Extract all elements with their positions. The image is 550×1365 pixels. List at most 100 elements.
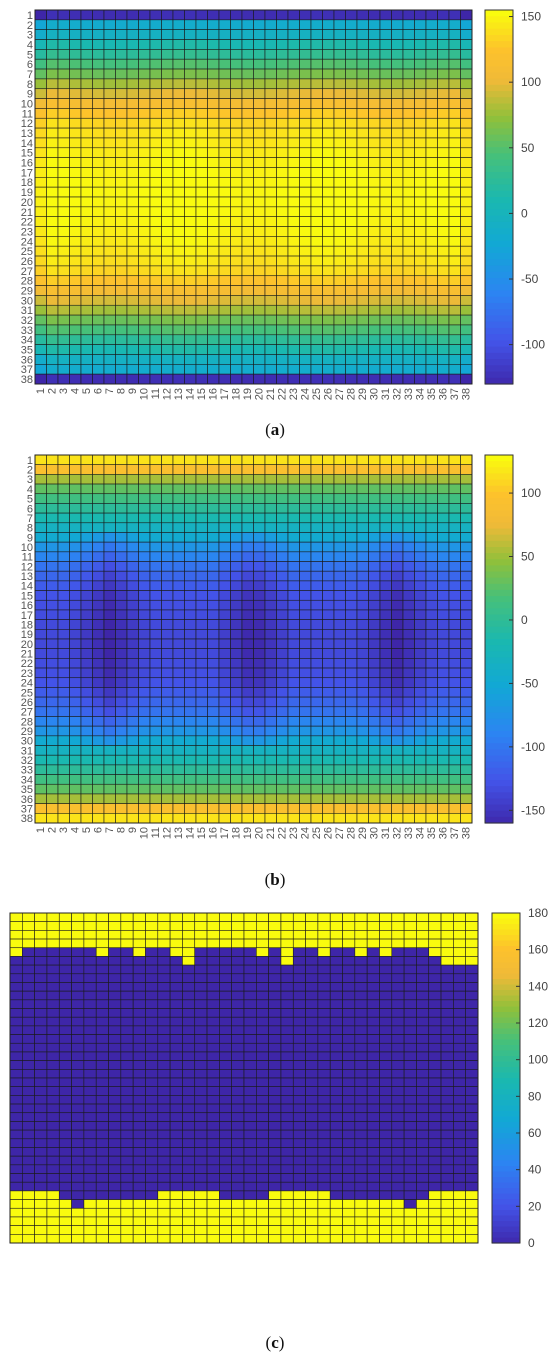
heatmap-cell — [425, 127, 438, 139]
colorbar-segment — [492, 1067, 520, 1074]
heatmap-cell — [292, 912, 306, 922]
heatmap-cell — [414, 629, 427, 640]
heatmap-cell — [391, 667, 404, 679]
heatmap-cell — [425, 226, 438, 237]
heatmap-cell — [126, 464, 139, 475]
heatmap-cell — [34, 245, 47, 257]
heatmap-cell — [356, 186, 369, 198]
heatmap-cell — [460, 570, 473, 582]
heatmap-cell — [402, 9, 415, 21]
heatmap-cell — [115, 696, 128, 708]
heatmap-cell — [57, 716, 70, 727]
heatmap-cell — [322, 68, 335, 80]
heatmap-cell — [241, 580, 254, 591]
heatmap-cell — [310, 754, 323, 766]
heatmap-cell — [317, 973, 331, 983]
heatmap-cell — [453, 1138, 466, 1148]
heatmap-cell — [425, 745, 438, 756]
heatmap-cell — [465, 1138, 479, 1148]
heatmap-cell — [437, 39, 450, 50]
heatmap-cell — [402, 108, 415, 119]
heatmap-cell — [299, 754, 312, 766]
heatmap-cell — [46, 295, 59, 306]
heatmap-cell — [276, 226, 289, 237]
x-tick-label: 15 — [196, 388, 208, 400]
heatmap-cell — [157, 1173, 171, 1183]
heatmap-cell — [138, 226, 151, 237]
y-tick-label: 23 — [21, 226, 33, 238]
heatmap-cell — [230, 483, 243, 495]
heatmap-cell — [253, 754, 266, 766]
heatmap-cell — [416, 1216, 430, 1226]
y-tick-label: 21 — [21, 207, 33, 219]
heatmap-cell — [460, 39, 473, 50]
heatmap-cell — [402, 88, 415, 99]
heatmap-cell — [231, 1138, 245, 1148]
heatmap-cell — [437, 364, 450, 375]
heatmap-cell — [416, 1199, 430, 1209]
heatmap-cell — [460, 619, 473, 630]
heatmap-cell — [264, 265, 277, 277]
heatmap-cell — [157, 973, 171, 983]
heatmap-cell — [428, 1069, 442, 1079]
heatmap-cell — [206, 1138, 220, 1148]
heatmap-cell — [230, 98, 243, 109]
heatmap-cell — [342, 1042, 356, 1053]
heatmap-cell — [92, 503, 105, 514]
heatmap-cell — [71, 990, 85, 1001]
heatmap-cell — [425, 373, 438, 385]
heatmap-cell — [219, 1138, 232, 1148]
heatmap-cell — [287, 108, 300, 119]
y-tick-label: 14 — [21, 581, 33, 593]
x-tick-label: 38 — [460, 827, 472, 839]
heatmap-cell — [287, 716, 300, 727]
heatmap-cell — [149, 127, 162, 139]
heatmap-cell — [71, 912, 85, 922]
heatmap-cell — [437, 532, 450, 543]
heatmap-cell — [241, 304, 254, 316]
heatmap-cell — [161, 522, 174, 533]
heatmap-cell — [169, 1008, 183, 1018]
heatmap-cell — [305, 912, 319, 922]
heatmap-cell — [219, 1095, 232, 1105]
heatmap-cell — [145, 1147, 159, 1157]
heatmap-cell — [108, 1199, 122, 1209]
heatmap-cell — [207, 667, 220, 679]
heatmap-cell — [310, 803, 323, 814]
colorbar-segment — [485, 786, 513, 793]
heatmap-cell — [299, 609, 312, 620]
heatmap-cell — [403, 1173, 417, 1183]
heatmap-cell — [108, 921, 122, 931]
heatmap-cell — [161, 725, 174, 737]
heatmap-cell — [322, 629, 335, 640]
heatmap-cell — [172, 512, 185, 524]
heatmap-cell — [241, 493, 254, 504]
heatmap-cell — [69, 78, 82, 90]
x-tick-label: 11 — [150, 827, 162, 838]
heatmap-cell — [402, 754, 415, 766]
heatmap-cell — [342, 1173, 356, 1183]
heatmap-cell — [453, 982, 466, 992]
heatmap-cell — [206, 1016, 220, 1027]
heatmap-cell — [22, 1190, 35, 1200]
y-tick-label: 21 — [21, 649, 33, 661]
heatmap-cell — [46, 648, 59, 659]
heatmap-cell — [115, 285, 128, 296]
heatmap-cell — [322, 677, 335, 688]
heatmap-cell — [206, 1147, 220, 1157]
heatmap-cell — [287, 49, 300, 60]
heatmap-cell — [169, 1069, 183, 1079]
heatmap-cell — [69, 127, 82, 139]
heatmap-cell — [276, 590, 289, 601]
heatmap-cell — [465, 1216, 479, 1226]
heatmap-cell — [264, 216, 277, 227]
heatmap-cell — [161, 39, 174, 50]
heatmap-cell — [280, 1121, 294, 1131]
heatmap-cell — [448, 803, 461, 814]
heatmap-cell — [149, 745, 162, 756]
heatmap-cell — [95, 938, 109, 949]
x-tick-label: 36 — [437, 388, 449, 400]
heatmap-cell — [287, 619, 300, 630]
heatmap-cell — [402, 226, 415, 237]
heatmap-cell — [276, 658, 289, 669]
